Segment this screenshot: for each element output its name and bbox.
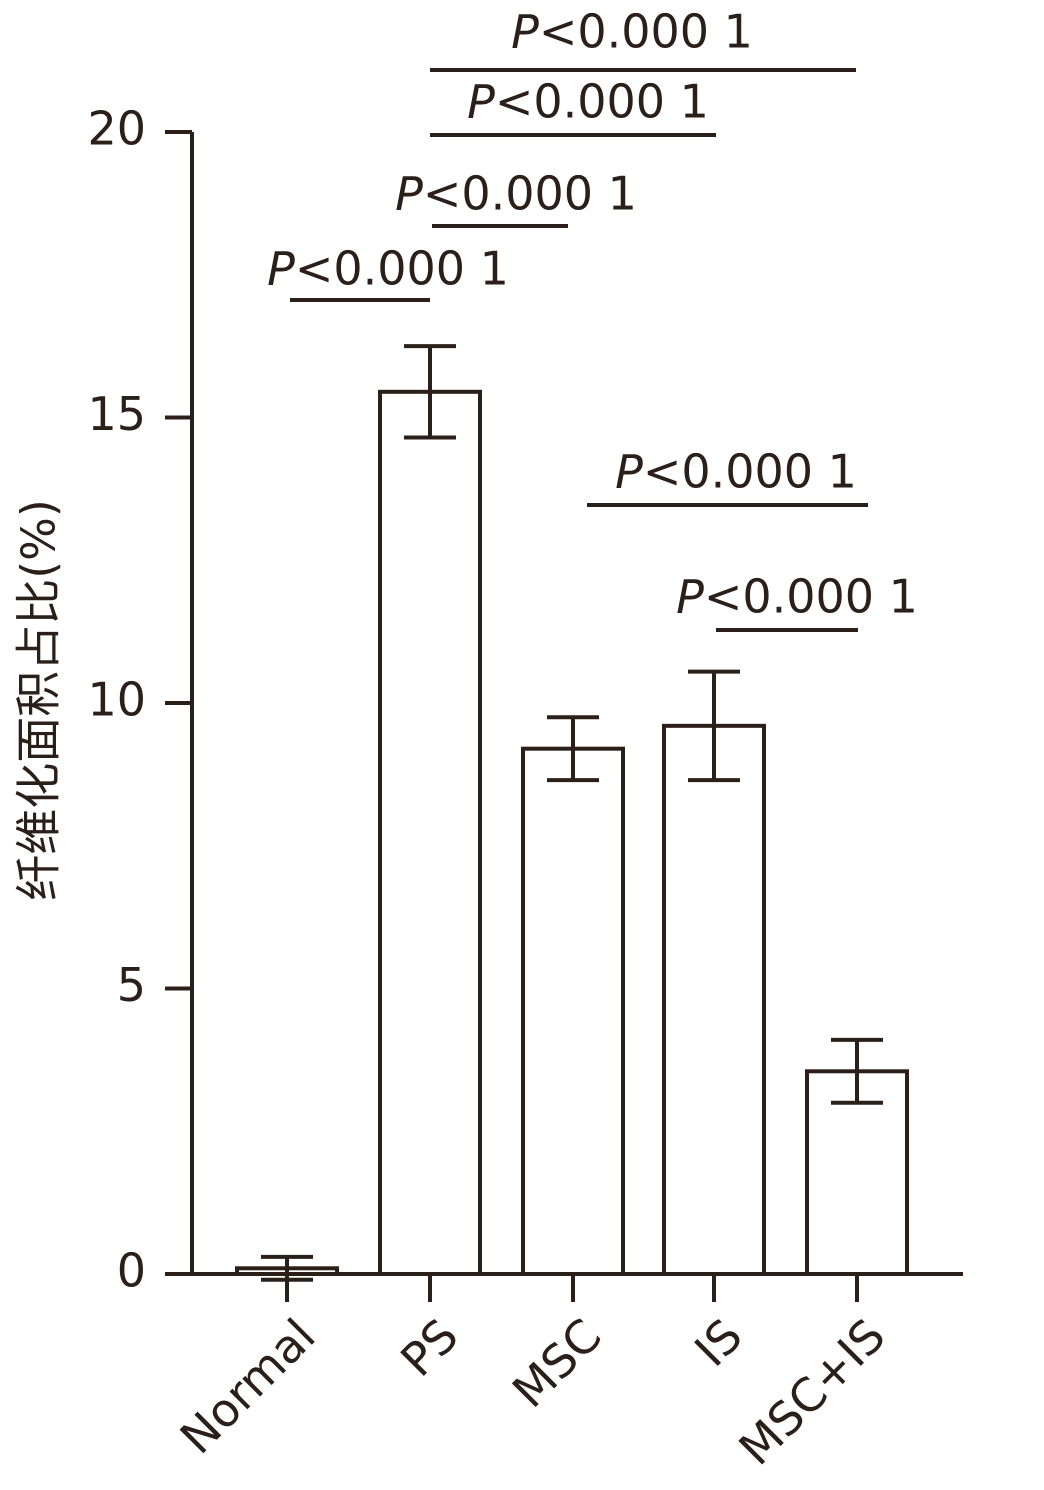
y-axis-label: 纤维化面积占比(%) — [12, 499, 66, 901]
x-tick-label: Normal — [170, 1308, 326, 1464]
y-tick-label: 10 — [87, 673, 146, 727]
significance-label: P<0.000 1 — [676, 570, 918, 624]
y-tick-label: 0 — [117, 1244, 146, 1298]
x-tick-label: MSC+IS — [729, 1308, 896, 1475]
bar — [378, 389, 482, 1276]
significance-label: P<0.000 1 — [467, 75, 709, 129]
x-tick-label: MSC — [502, 1308, 612, 1418]
x-tick-label: PS — [390, 1308, 468, 1386]
significance-label: P<0.000 1 — [267, 242, 509, 296]
significance-label: P<0.000 1 — [395, 167, 637, 221]
bar — [521, 746, 625, 1276]
y-tick-label: 15 — [87, 387, 146, 441]
significance-label: P<0.000 1 — [615, 445, 857, 499]
y-tick-label: 20 — [87, 102, 146, 156]
bar — [662, 723, 766, 1276]
y-tick-label: 5 — [117, 958, 146, 1012]
significance-label: P<0.000 1 — [511, 5, 753, 59]
x-tick-label: IS — [684, 1308, 752, 1376]
